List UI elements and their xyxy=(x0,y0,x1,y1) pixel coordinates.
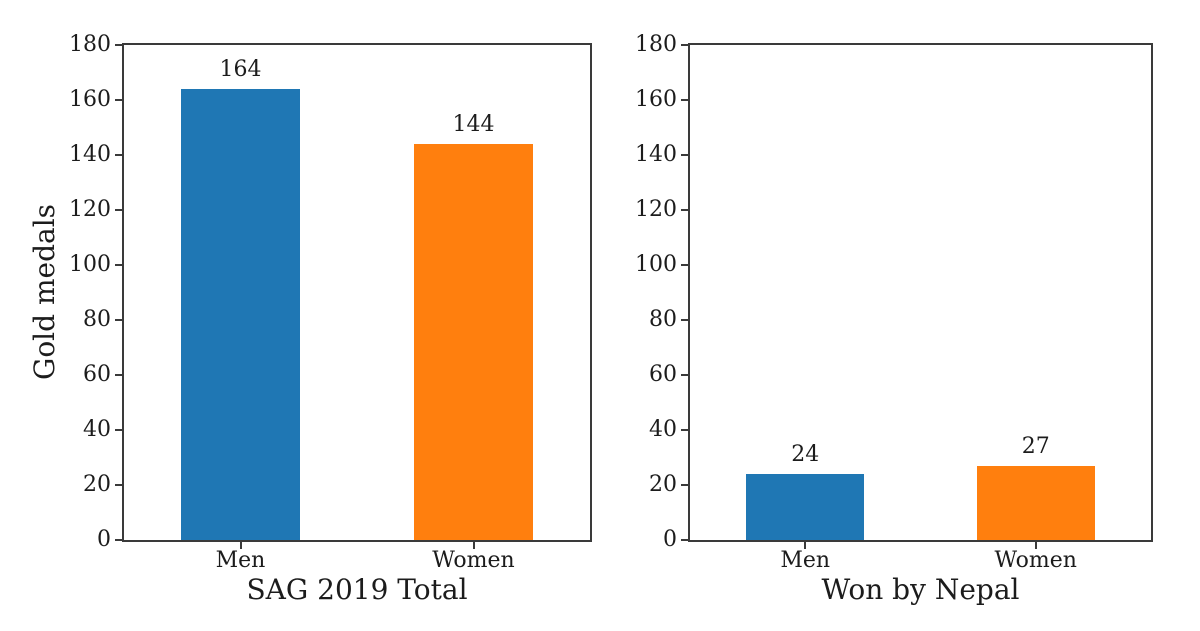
x-tick-label: Women xyxy=(994,548,1077,573)
x-tick-label: Men xyxy=(780,548,831,573)
y-tick-label: 120 xyxy=(69,197,111,222)
bar-value-label: 164 xyxy=(219,57,262,82)
y-tick-mark xyxy=(681,264,688,266)
y-tick-mark xyxy=(115,264,122,266)
y-tick-mark xyxy=(115,429,122,432)
y-tick-mark xyxy=(115,209,122,212)
y-tick-label: 80 xyxy=(649,307,677,332)
y-tick-label: 20 xyxy=(83,472,111,497)
y-tick-label: 160 xyxy=(635,87,677,112)
bar-value-label: 27 xyxy=(1021,433,1050,459)
y-tick-label: 0 xyxy=(97,527,111,552)
y-tick-label: 60 xyxy=(649,362,677,387)
subplot-won-by-nepal: Won by Nepal 0 20 40 60 80 100 120 140 160 180 24 M… xyxy=(635,34,1153,604)
y-tick-mark xyxy=(681,484,688,487)
x-tick-label: Men xyxy=(215,548,266,573)
y-tick-mark xyxy=(681,209,688,212)
x-tick-mark xyxy=(472,542,475,549)
bar-men xyxy=(746,474,865,540)
y-tick-label: 180 xyxy=(635,32,677,57)
y-tick-mark xyxy=(115,154,122,156)
y-tick-label: 80 xyxy=(83,307,111,332)
y-tick-mark xyxy=(115,319,122,322)
bar-women xyxy=(976,465,1095,540)
y-tick-mark xyxy=(115,484,122,487)
bar-value-label: 144 xyxy=(452,112,495,137)
y-tick-label: 40 xyxy=(83,417,111,442)
y-tick-label: 20 xyxy=(649,472,677,497)
y-axis-label: Gold medals xyxy=(28,203,61,381)
x-tick-mark xyxy=(804,542,807,549)
y-tick-label: 140 xyxy=(635,142,677,167)
y-tick-label: 100 xyxy=(635,252,677,277)
y-tick-label: 40 xyxy=(649,417,677,442)
x-tick-label: Women xyxy=(432,548,515,573)
y-tick-mark xyxy=(681,99,688,102)
y-tick-mark xyxy=(115,539,122,541)
y-tick-mark xyxy=(115,99,122,102)
bar-value-label: 24 xyxy=(791,442,820,468)
y-tick-label: 120 xyxy=(635,197,677,222)
x-tick-mark xyxy=(239,542,242,549)
x-axis-title: SAG 2019 Total xyxy=(246,573,468,606)
x-tick-mark xyxy=(1034,542,1037,549)
y-tick-mark xyxy=(681,154,688,156)
bar-men xyxy=(181,89,300,540)
y-tick-label: 180 xyxy=(69,32,111,57)
y-tick-label: 100 xyxy=(69,252,111,277)
y-tick-mark xyxy=(681,429,688,432)
y-tick-mark xyxy=(115,374,122,377)
bar-women xyxy=(414,144,533,540)
y-tick-mark xyxy=(115,44,122,46)
x-axis-title: Won by Nepal xyxy=(821,573,1020,606)
y-tick-label: 160 xyxy=(69,87,111,112)
y-tick-mark xyxy=(681,539,688,541)
y-tick-mark xyxy=(681,374,688,377)
y-tick-label: 0 xyxy=(663,527,677,552)
y-tick-label: 60 xyxy=(83,362,111,387)
y-tick-mark xyxy=(681,44,688,46)
y-tick-mark xyxy=(681,319,688,322)
subplot-sag-2019-total: SAG 2019 Total 0 20 40 60 80 100 120 140 160 180 1… xyxy=(69,34,592,604)
y-tick-label: 140 xyxy=(69,142,111,167)
